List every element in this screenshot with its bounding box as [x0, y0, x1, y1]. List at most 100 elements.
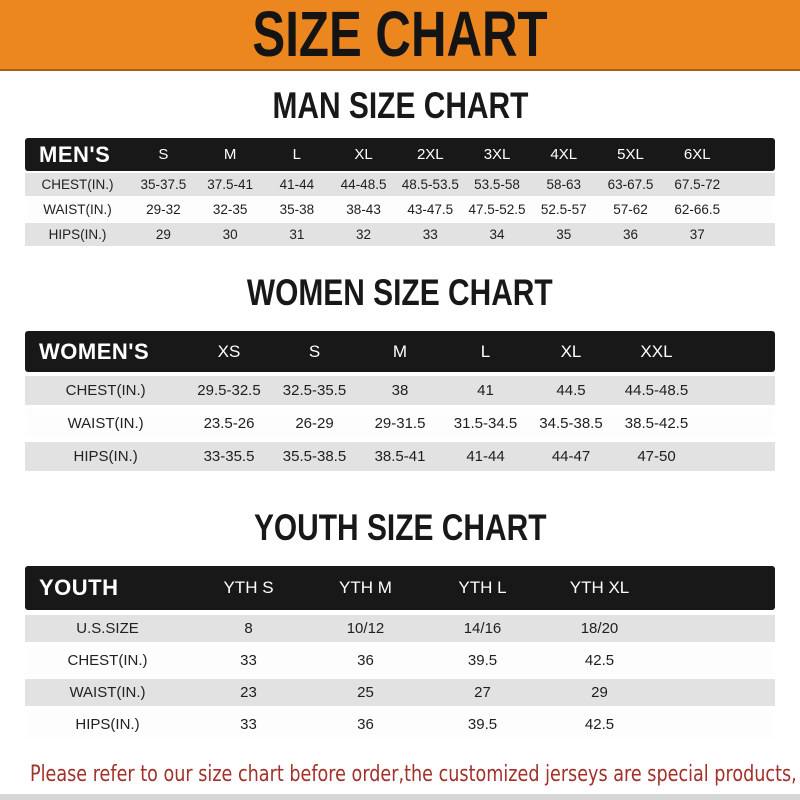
table-row: CHEST(IN.) 35-37.5 37.5-41 41-44 44-48.5 48.5…: [25, 173, 775, 196]
size-column-header: 2XL: [396, 138, 464, 171]
row-label: U.S.SIZE: [25, 615, 190, 642]
size-value-cell: 41: [442, 376, 529, 405]
men-section-heading-text: MAN SIZE CHART: [272, 85, 528, 127]
size-value-cell: 33: [190, 711, 307, 738]
table-row: WAIST(IN.) 29-32 32-35 35-38 38-43 43-47.5 47.…: [25, 198, 775, 221]
table-group-label: MEN'S: [25, 138, 130, 171]
row-label: WAIST(IN.): [25, 198, 130, 221]
row-label: HIPS(IN.): [25, 711, 190, 738]
size-value-cell: 34.5-38.5: [528, 409, 614, 438]
size-column-header: S: [130, 138, 197, 171]
youth-section: YOUTH SIZE CHART YOUTH YTH S YTH M YTH L YTH…: [0, 509, 800, 743]
women-size-chart-table: WOMEN'S XS S M L XL XXL CHEST(IN.) 29.5-32.5 32.5…: [25, 327, 775, 475]
banner-title: SIZE CHART: [252, 0, 548, 70]
size-value-cell: 43-47.5: [396, 198, 464, 221]
size-value-cell: 38: [357, 376, 443, 405]
footer-line-1: Please refer to our size chart before or…: [30, 759, 800, 790]
size-value-cell: 31.5-34.5: [442, 409, 529, 438]
size-column-header: M: [196, 138, 264, 171]
table-row: CHEST(IN.) 33 36 39.5 42.5: [25, 647, 775, 674]
size-value-cell: 35.5-38.5: [271, 442, 358, 471]
size-value-cell: 42.5: [541, 647, 658, 674]
table-row: CHEST(IN.) 29.5-32.5 32.5-35.5 38 41 44.5 44.5…: [25, 376, 775, 405]
size-column-header: 4XL: [530, 138, 598, 171]
header-spacer-cell: [699, 331, 775, 372]
size-column-header: YTH S: [190, 566, 307, 610]
row-spacer-cell: [699, 376, 775, 405]
size-value-cell: 33: [190, 647, 307, 674]
women-section: WOMEN SIZE CHART WOMEN'S XS S M L XL XXL CHEST(…: [0, 272, 800, 475]
size-value-cell: 29: [130, 223, 197, 246]
size-value-cell: 8: [190, 615, 307, 642]
size-value-cell: 36: [307, 711, 424, 738]
table-row: HIPS(IN.) 33 36 39.5 42.5: [25, 711, 775, 738]
size-value-cell: 29-31.5: [357, 409, 443, 438]
men-size-table: MEN'S S M L XL 2XL 3XL 4XL 5XL 6XL CHEST(IN.) 35-37…: [25, 136, 775, 248]
size-value-cell: 57-62: [597, 198, 664, 221]
size-column-header: YTH M: [307, 566, 424, 610]
size-value-cell: 44-47: [528, 442, 614, 471]
row-spacer-cell: [730, 173, 775, 196]
size-value-cell: 34: [463, 223, 531, 246]
size-column-header: 3XL: [463, 138, 531, 171]
youth-section-heading: YOUTH SIZE CHART: [0, 509, 800, 546]
size-value-cell: 41-44: [263, 173, 331, 196]
size-value-cell: 39.5: [424, 711, 541, 738]
table-row: U.S.SIZE 8 10/12 14/16 18/20: [25, 615, 775, 642]
row-label: HIPS(IN.): [25, 223, 130, 246]
size-column-header: 5XL: [597, 138, 664, 171]
size-value-cell: 33-35.5: [186, 442, 272, 471]
size-value-cell: 36: [307, 647, 424, 674]
size-value-cell: 35-38: [263, 198, 331, 221]
row-spacer-cell: [658, 615, 775, 642]
size-table-header-row: YOUTH YTH S YTH M YTH L YTH XL: [25, 566, 775, 610]
size-column-header: XL: [528, 331, 614, 372]
row-label: WAIST(IN.): [25, 409, 187, 438]
size-value-cell: 29.5-32.5: [186, 376, 272, 405]
size-value-cell: 35: [530, 223, 598, 246]
size-value-cell: 23: [190, 679, 307, 706]
row-label: CHEST(IN.): [25, 173, 130, 196]
size-value-cell: 53.5-58: [463, 173, 531, 196]
size-column-header: L: [442, 331, 529, 372]
row-spacer-cell: [730, 198, 775, 221]
row-spacer-cell: [699, 409, 775, 438]
header-spacer-cell: [658, 566, 775, 610]
row-label: CHEST(IN.): [25, 647, 190, 674]
men-section: MAN SIZE CHART MEN'S S M L XL 2XL 3XL 4XL 5XL 6XL…: [0, 85, 800, 248]
size-value-cell: 33: [396, 223, 464, 246]
size-value-cell: 37: [663, 223, 731, 246]
size-value-cell: 38.5-42.5: [613, 409, 700, 438]
size-value-cell: 41-44: [442, 442, 529, 471]
size-table-header-row: MEN'S S M L XL 2XL 3XL 4XL 5XL 6XL: [25, 138, 775, 171]
table-group-label: WOMEN'S: [25, 331, 187, 372]
size-value-cell: 35-37.5: [130, 173, 197, 196]
row-label: HIPS(IN.): [25, 442, 187, 471]
size-value-cell: 26-29: [271, 409, 358, 438]
size-value-cell: 23.5-26: [186, 409, 272, 438]
size-column-header: XXL: [613, 331, 700, 372]
size-value-cell: 30: [196, 223, 264, 246]
size-value-cell: 39.5: [424, 647, 541, 674]
size-column-header: 6XL: [663, 138, 731, 171]
size-value-cell: 44-48.5: [330, 173, 397, 196]
size-value-cell: 42.5: [541, 711, 658, 738]
size-column-header: XL: [330, 138, 397, 171]
size-value-cell: 47.5-52.5: [463, 198, 531, 221]
size-value-cell: 31: [263, 223, 331, 246]
size-value-cell: 25: [307, 679, 424, 706]
size-value-cell: 27: [424, 679, 541, 706]
row-label: WAIST(IN.): [25, 679, 190, 706]
size-value-cell: 44.5: [528, 376, 614, 405]
size-value-cell: 29-32: [130, 198, 197, 221]
women-section-heading-text: WOMEN SIZE CHART: [247, 272, 553, 314]
size-chart-banner: SIZE CHART: [0, 0, 800, 71]
row-spacer-cell: [658, 711, 775, 738]
size-value-cell: 10/12: [307, 615, 424, 642]
size-value-cell: 29: [541, 679, 658, 706]
size-value-cell: 52.5-57: [530, 198, 598, 221]
table-row: WAIST(IN.) 23 25 27 29: [25, 679, 775, 706]
size-value-cell: 48.5-53.5: [396, 173, 464, 196]
men-size-chart-table: MEN'S S M L XL 2XL 3XL 4XL 5XL 6XL CHEST(IN.) 35-37…: [25, 136, 775, 248]
size-value-cell: 63-67.5: [597, 173, 664, 196]
